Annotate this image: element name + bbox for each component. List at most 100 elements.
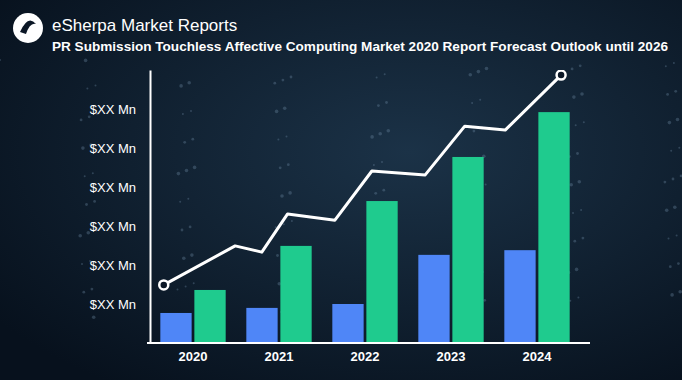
- background-dot: [485, 183, 487, 185]
- background-dot: [577, 297, 579, 299]
- background-dot: [273, 82, 276, 85]
- background-dot: [282, 79, 285, 82]
- background-dot: [668, 238, 670, 240]
- background-dot: [81, 263, 83, 265]
- background-dot: [190, 110, 192, 112]
- background-dot: [185, 285, 187, 287]
- background-dot: [385, 101, 388, 104]
- x-tick-label: 2023: [437, 349, 466, 364]
- background-dot: [673, 205, 677, 209]
- background-dot: [85, 203, 88, 206]
- bar: [246, 308, 277, 343]
- background-dot: [479, 99, 481, 101]
- background-dot: [373, 164, 375, 166]
- background-dot: [666, 93, 669, 96]
- y-tick-label: $XX Mn: [90, 297, 136, 312]
- background-dot: [387, 129, 391, 133]
- background-dot: [575, 268, 579, 272]
- y-tick: $XX Mn: [90, 141, 150, 156]
- background-dot: [185, 169, 189, 173]
- background-dot: [477, 70, 481, 74]
- background-dot: [78, 234, 82, 238]
- background-dot: [275, 110, 279, 114]
- background-dot: [179, 201, 181, 203]
- background-dot: [182, 113, 184, 115]
- background-dot: [82, 291, 85, 294]
- background-dot: [469, 73, 473, 77]
- y-axis: $XX Mn$XX Mn$XX Mn$XX Mn$XX Mn$XX Mn: [90, 71, 151, 344]
- logo-circle: [13, 13, 43, 43]
- logo-mark: [20, 20, 36, 34]
- background-dot: [669, 265, 672, 268]
- background-dot: [190, 253, 194, 257]
- logo: [13, 13, 43, 43]
- background-dot: [377, 104, 380, 107]
- bar: [452, 157, 483, 343]
- plot-area: [159, 71, 569, 343]
- y-tick-label: $XX Mn: [90, 180, 136, 195]
- background-dot: [573, 240, 576, 243]
- background-dot: [290, 76, 293, 79]
- background-network: [0, 59, 682, 320]
- x-axis-line: [147, 342, 590, 344]
- background-dot: [86, 88, 88, 90]
- background-dot: [288, 191, 292, 195]
- background-dot: [382, 189, 385, 192]
- background-dot: [84, 175, 86, 177]
- background-dot: [384, 73, 386, 75]
- background-dot: [576, 152, 579, 155]
- background-dot: [378, 132, 382, 136]
- background-dot: [677, 262, 680, 265]
- background-dot: [381, 161, 383, 163]
- bar: [504, 250, 535, 343]
- background-dot: [670, 293, 674, 297]
- background-dot: [575, 124, 577, 126]
- background-dot: [95, 85, 97, 87]
- y-tick: $XX Mn: [90, 258, 150, 273]
- background-dot: [179, 84, 183, 88]
- background-dot: [670, 150, 672, 152]
- background-dot: [93, 200, 96, 203]
- background-dot: [678, 147, 680, 149]
- background-dot: [665, 209, 669, 213]
- y-tick-label: $XX Mn: [90, 219, 136, 234]
- background-dot: [280, 194, 284, 198]
- background-dot: [582, 237, 585, 240]
- background-dot: [374, 192, 377, 195]
- x-tick: 2024: [523, 343, 553, 364]
- trend-line: [164, 75, 561, 285]
- bar: [160, 313, 191, 343]
- y-axis-line: [150, 71, 152, 344]
- background-dot: [183, 141, 186, 144]
- background-dot: [580, 92, 584, 96]
- background-dot: [287, 163, 290, 166]
- background-dot: [80, 119, 83, 122]
- background-dot: [680, 175, 682, 178]
- background-dot: [193, 282, 195, 284]
- bar: [194, 290, 225, 343]
- background-dot: [674, 90, 677, 93]
- background-dot: [580, 209, 582, 211]
- bar: [332, 304, 363, 343]
- background-dot: [291, 220, 293, 222]
- background-dot: [277, 139, 279, 141]
- y-tick: $XX Mn: [90, 180, 150, 195]
- bar: [366, 201, 397, 343]
- y-tick-label: $XX Mn: [90, 258, 136, 273]
- x-tick-label: 2020: [179, 349, 208, 364]
- x-tick-label: 2024: [523, 349, 553, 364]
- background-dot: [571, 68, 574, 71]
- background-dot: [283, 107, 287, 111]
- background-dot: [579, 64, 582, 67]
- x-tick-label: 2021: [265, 349, 294, 364]
- bar: [418, 255, 449, 343]
- background-dot: [92, 172, 94, 174]
- x-tick-label: 2022: [351, 349, 380, 364]
- x-tick: 2021: [265, 343, 294, 364]
- background-dot: [191, 138, 194, 141]
- background-dot: [182, 256, 186, 260]
- x-tick: 2022: [351, 343, 380, 364]
- background-dot: [676, 118, 680, 122]
- background-dot: [676, 234, 678, 236]
- background-dot: [84, 59, 88, 63]
